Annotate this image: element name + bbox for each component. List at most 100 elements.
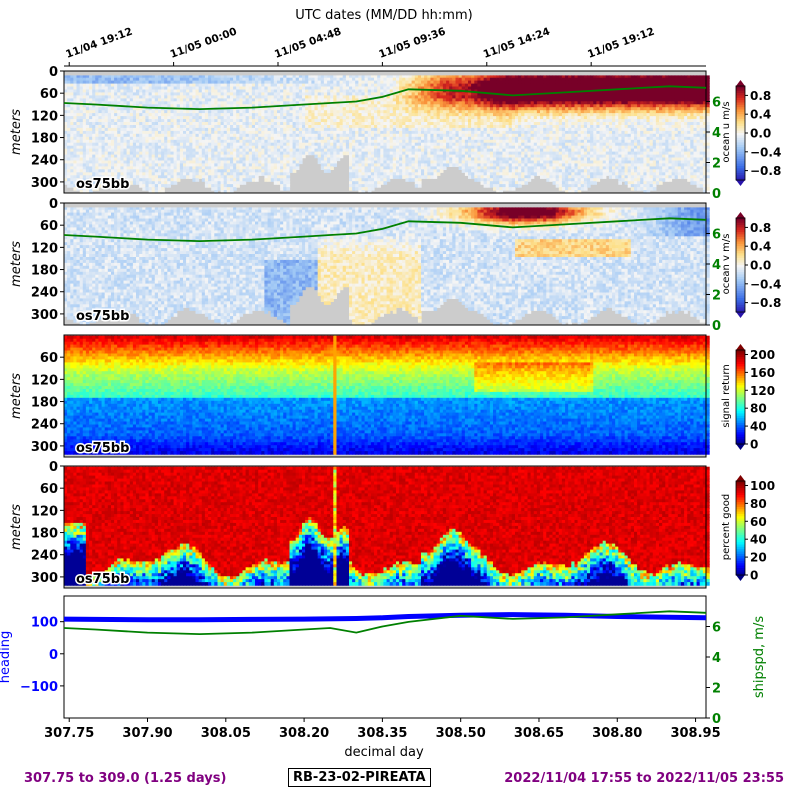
y-axis-label: meters xyxy=(9,109,24,155)
colorbar-tick-label: 0.4 xyxy=(750,108,771,122)
top-tick-label: 11/05 04:48 xyxy=(273,26,343,61)
colorbar-tick-label: 120 xyxy=(750,384,775,398)
colorbar-tick-label: 0 xyxy=(750,569,758,583)
y-tick-label: 180 xyxy=(31,527,58,542)
y-tick-label: 240 xyxy=(31,418,58,433)
y-axis-label: meters xyxy=(9,373,24,419)
colorbar-label: ocean u m/s xyxy=(721,101,732,162)
y-tick-label: 240 xyxy=(31,549,58,564)
heatmap-panel-4: 060120180240300metersos75bb100806040200p… xyxy=(9,460,775,588)
y-tick-label: 120 xyxy=(31,504,58,519)
colorbar-tick-label: −0.4 xyxy=(750,277,781,291)
y-tick-label: 240 xyxy=(31,154,58,169)
top-tick-label: 11/04 19:12 xyxy=(64,26,134,61)
y-tick-label: 60 xyxy=(40,87,58,102)
top-axis-ticks: 11/04 19:12 11/05 00:00 11/05 04:48 11/05 0… xyxy=(64,26,706,66)
y-tick-label: 0 xyxy=(49,65,58,80)
heatmap-cells xyxy=(64,207,710,325)
x-tick-label: 308.65 xyxy=(514,726,564,741)
top-axis-label: UTC dates (MM/DD hh:mm) xyxy=(295,8,472,23)
x-tick-label: 307.75 xyxy=(44,726,94,741)
y-axis-label: meters xyxy=(9,241,24,287)
y-tick-label: 300 xyxy=(31,308,58,323)
colorbar-tick-label: 40 xyxy=(750,533,767,547)
left-tick-label: 0 xyxy=(49,648,58,663)
y-tick-label: 0 xyxy=(49,460,58,475)
x-tick-label: 308.95 xyxy=(670,726,720,741)
y-tick-label: 60 xyxy=(40,219,58,234)
instrument-label: os75bb xyxy=(76,441,129,456)
left-tick-label: −100 xyxy=(20,680,58,695)
y-tick-label: 120 xyxy=(31,373,58,388)
footer-dates: 2022/11/04 17:55 to 2022/11/05 23:55 xyxy=(504,771,784,786)
footer-range: 307.75 to 309.0 (1.25 days) xyxy=(24,771,226,786)
x-tick-label: 308.50 xyxy=(436,726,486,741)
top-tick-label: 11/05 00:00 xyxy=(169,26,239,61)
y-tick-label: 120 xyxy=(31,241,58,256)
right-tick-label: 2 xyxy=(712,682,721,697)
colorbar-tick-label: 160 xyxy=(750,366,775,380)
instrument-label: os75bb xyxy=(76,309,129,324)
right-tick-label: 4 xyxy=(712,126,721,141)
y-tick-label: 120 xyxy=(31,109,58,124)
colorbar: 200 160 120 80 40 0 signal return xyxy=(721,344,775,452)
y-tick-label: 180 xyxy=(31,132,58,147)
y-tick-label: 240 xyxy=(31,286,58,301)
heatmap-cells xyxy=(64,336,710,455)
right-tick-label: 0 xyxy=(712,187,721,202)
colorbar-tick-label: 80 xyxy=(750,497,767,511)
heading-axis-label: heading xyxy=(0,631,13,684)
colorbar-label: signal return xyxy=(721,364,732,427)
heatmap-panel-3: 60120180240300metersos75bb20016012080400… xyxy=(9,335,775,457)
right-tick-label: 2 xyxy=(712,157,721,172)
colorbar-tick-label: −0.8 xyxy=(750,164,781,178)
y-tick-label: 180 xyxy=(31,264,58,279)
colorbar-tick-label: −0.8 xyxy=(750,296,781,310)
colorbar-label: ocean v m/s xyxy=(721,234,732,295)
colorbar-tick-label: 0.0 xyxy=(750,127,771,141)
x-axis-label: decimal day xyxy=(344,745,424,760)
right-tick-label: 4 xyxy=(712,258,721,273)
top-tick-label: 11/05 14:24 xyxy=(482,26,552,61)
right-tick-label: 0 xyxy=(712,319,721,334)
y-axis-label: meters xyxy=(9,504,24,550)
y-tick-label: 60 xyxy=(40,482,58,497)
shipspd-axis-label: shipspd, m/s xyxy=(752,616,767,698)
right-tick-label: 4 xyxy=(712,651,721,666)
colorbar-label: percent good xyxy=(721,494,732,560)
colorbar-tick-label: 0.8 xyxy=(750,89,771,103)
footer-cruise: RB-23-02-PIREATA xyxy=(288,768,431,787)
right-tick-label: 2 xyxy=(712,289,721,304)
heatmap-cells xyxy=(64,75,710,193)
right-tick-label: 6 xyxy=(712,96,721,111)
x-tick-label: 307.90 xyxy=(122,726,172,741)
colorbar-tick-label: 0.0 xyxy=(750,259,771,273)
x-tick-label: 308.35 xyxy=(357,726,407,741)
x-tick-label: 308.80 xyxy=(592,726,642,741)
y-tick-label: 180 xyxy=(31,396,58,411)
colorbar-tick-label: 0 xyxy=(750,438,758,452)
y-tick-label: 60 xyxy=(40,351,58,366)
colorbar-tick-label: −0.4 xyxy=(750,145,781,159)
colorbar-tick-label: 200 xyxy=(750,348,775,362)
top-tick-label: 11/05 19:12 xyxy=(586,26,656,61)
colorbar-tick-label: 0.4 xyxy=(750,240,771,254)
colorbar-tick-label: 40 xyxy=(750,420,767,434)
colorbar-tick-label: 80 xyxy=(750,402,767,416)
right-tick-label: 6 xyxy=(712,621,721,636)
y-tick-label: 300 xyxy=(31,176,58,191)
instrument-label: os75bb xyxy=(76,572,129,587)
right-tick-label: 6 xyxy=(712,228,721,243)
x-tick-label: 308.05 xyxy=(201,726,251,741)
colorbar: 0.8 0.4 0.0 −0.4 −0.8 ocean u m/s xyxy=(721,80,781,186)
heatmap-cells xyxy=(64,467,710,586)
colorbar-tick-label: 100 xyxy=(750,479,775,493)
y-tick-label: 300 xyxy=(31,571,58,586)
